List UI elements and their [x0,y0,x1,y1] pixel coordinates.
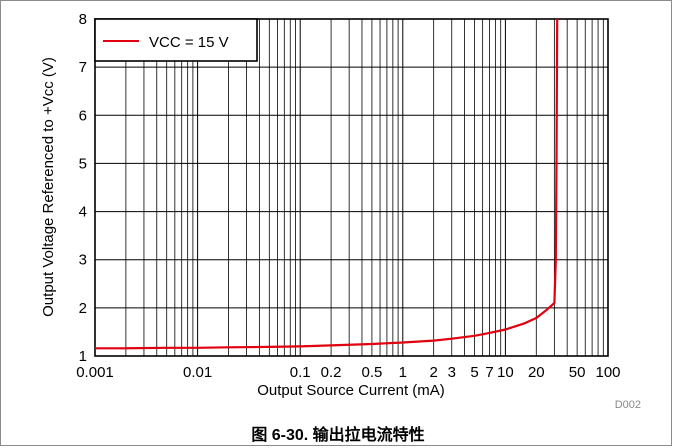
x-tick-label: 50 [569,364,586,381]
output-source-current-chart: 0.001 0.01 0.1 0.2 0.5 1 2 3 5 7 10 20 50 10012345678… [40,11,621,399]
x-tick-label: 0.1 [290,364,311,381]
x-tick-label: 20 [528,364,545,381]
x-tick-label: 0.01 [183,364,212,381]
figure-code: D002 [614,399,641,411]
plot-border [94,18,609,357]
y-tick-label: 8 [79,11,87,28]
figure-caption: 图 6-30. 输出拉电流特性 [251,427,425,444]
y-tick-label: 3 [79,252,87,269]
grid-layer [95,19,608,356]
x-tick-label: 0.5 [361,364,382,381]
x-tick-label: 1 [399,364,407,381]
x-tick-label: 3 [448,364,456,381]
x-tick-label: 0.2 [321,364,342,381]
legend-label: VCC = 15 V [149,34,229,51]
x-tick-label: 5 [470,364,478,381]
y-tick-label: 7 [79,59,87,76]
y-tick-label: 5 [79,155,87,172]
x-tick-label: 7 [485,364,493,381]
x-axis-label: Output Source Current (mA) [257,382,445,399]
series-layer [95,18,559,350]
x-tick-label: 0.001 [76,364,114,381]
x-tick-label: 2 [430,364,438,381]
y-tick-label: 1 [79,348,87,365]
x-tick-label: 100 [595,364,620,381]
legend: VCC = 15 V [94,18,258,62]
y-tick-label: 6 [79,107,87,124]
x-tick-label: 10 [497,364,514,381]
series-line [95,18,559,350]
y-axis-label: Output Voltage Referenced to +Vcc (V) [40,57,57,317]
y-tick-label: 4 [79,204,87,221]
y-tick-label: 2 [79,300,87,317]
